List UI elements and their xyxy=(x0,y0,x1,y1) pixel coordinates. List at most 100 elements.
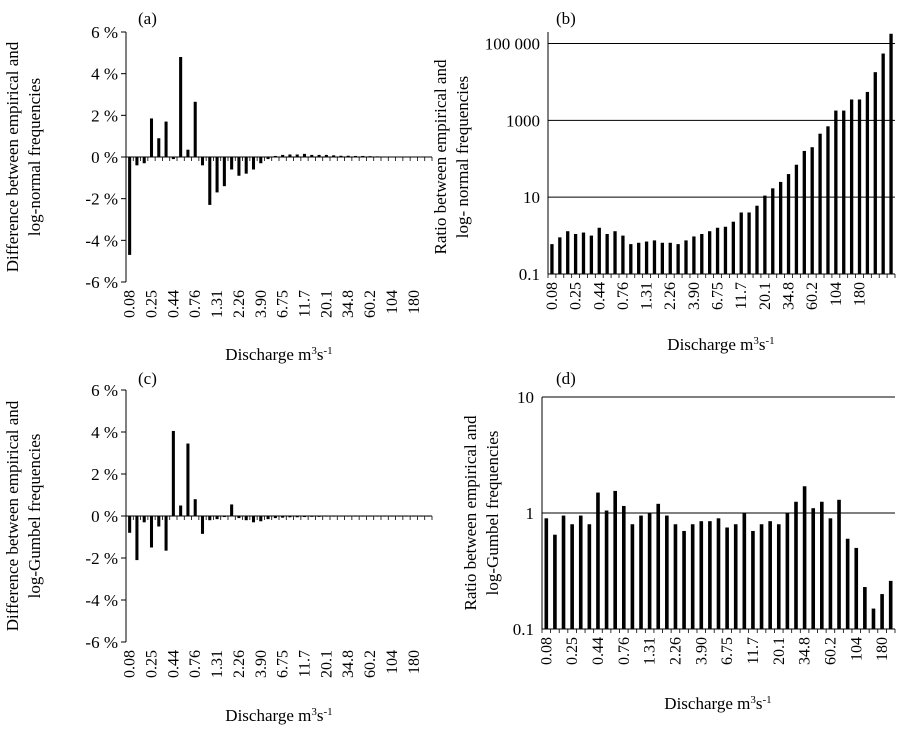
bar xyxy=(811,508,816,629)
bar xyxy=(237,516,241,519)
y-tick-label: 4 % xyxy=(91,423,118,442)
bar xyxy=(222,157,226,187)
bar xyxy=(660,242,665,274)
bar xyxy=(676,244,680,274)
y-tick-label: 6 % xyxy=(91,381,118,400)
bar xyxy=(346,155,350,157)
bar xyxy=(759,524,764,629)
x-tick-label: 60.2 xyxy=(362,290,379,318)
bar xyxy=(684,240,688,274)
y-axis-label: Ratio between empirical and xyxy=(431,59,450,254)
bar xyxy=(128,157,132,255)
y-tick-label: -6 % xyxy=(85,273,118,292)
bar xyxy=(259,157,263,164)
bar xyxy=(810,147,814,274)
bar xyxy=(288,516,292,518)
bar xyxy=(818,133,822,274)
x-tick-label: 0.08 xyxy=(122,290,139,318)
x-tick-label: 11.7 xyxy=(745,637,762,664)
bar xyxy=(747,212,751,274)
x-tick-label: 0.76 xyxy=(187,290,204,318)
bar xyxy=(302,153,307,157)
bar xyxy=(566,231,570,274)
x-tick-label: 0.08 xyxy=(544,282,561,310)
bar xyxy=(652,240,657,274)
bar xyxy=(570,524,574,629)
bar xyxy=(142,516,146,523)
panel-label: (d) xyxy=(556,369,576,388)
bar xyxy=(708,521,712,629)
bar xyxy=(699,521,704,629)
bar xyxy=(751,530,755,629)
y-tick-label: 0 % xyxy=(91,148,118,167)
bar xyxy=(164,121,168,157)
panel-a: (a) -6 % -4 % -2 % 0 % 2 % 4 % 6 % 0.08 0.25 0.44 0… xyxy=(3,9,433,364)
bar xyxy=(295,154,299,157)
x-tick-label: 20.1 xyxy=(771,637,788,665)
x-tick-label: 6.75 xyxy=(719,637,736,665)
x-tick-label: 0.25 xyxy=(568,282,585,310)
x-tick-label: 0.44 xyxy=(590,637,607,665)
bar xyxy=(266,516,270,520)
bar xyxy=(845,538,850,629)
bar xyxy=(375,156,379,157)
bar xyxy=(644,241,649,274)
bar xyxy=(266,157,270,160)
y-axis-label: log-Gumbel frequencies xyxy=(25,434,44,599)
bar xyxy=(404,156,409,158)
bar xyxy=(865,91,870,275)
y-axis-label: log-normal frequencies xyxy=(25,78,44,236)
bar xyxy=(200,157,205,166)
y-tick-label: 10 xyxy=(517,388,534,407)
x-tick-label: 0.76 xyxy=(616,637,633,665)
bar xyxy=(639,515,643,629)
x-tick-label: 2.26 xyxy=(231,290,248,318)
bar xyxy=(731,221,735,274)
x-tick-label: 11.7 xyxy=(297,650,314,677)
bar xyxy=(690,524,695,629)
bar xyxy=(794,164,799,274)
x-tick-label: 180 xyxy=(874,637,891,661)
y-axis-label: Difference between empirical and xyxy=(3,41,22,272)
bar xyxy=(668,242,672,274)
bar xyxy=(613,490,617,629)
y-axis-label: log- normal frequencies xyxy=(453,76,472,238)
bar xyxy=(368,156,372,157)
x-tick-label: 60.2 xyxy=(822,637,839,665)
bar xyxy=(390,516,394,517)
y-tick-label: 0.1 xyxy=(519,265,540,284)
bar xyxy=(259,516,263,522)
y-tick-label: -2 % xyxy=(85,190,118,209)
x-tick-label: 34.8 xyxy=(340,650,357,678)
bar xyxy=(716,518,721,629)
x-tick-label: 180 xyxy=(406,290,423,314)
bar xyxy=(589,235,594,274)
bar xyxy=(412,516,416,517)
bar xyxy=(596,492,600,629)
bar xyxy=(550,244,554,274)
bar xyxy=(771,188,775,274)
bar xyxy=(310,154,314,157)
bar xyxy=(397,516,401,517)
x-tick-label: 1.31 xyxy=(642,637,659,665)
bar xyxy=(605,234,609,274)
bar xyxy=(863,587,867,629)
x-tick-label: 11.7 xyxy=(733,282,750,309)
x-tick-label: 3.90 xyxy=(693,637,710,665)
x-tick-label: 0.44 xyxy=(591,282,608,310)
bar xyxy=(208,516,212,521)
bar xyxy=(889,33,893,274)
bar xyxy=(135,157,139,166)
bar xyxy=(193,101,197,157)
bar xyxy=(871,608,876,629)
bar xyxy=(310,516,314,517)
bar xyxy=(682,530,686,629)
bar xyxy=(561,515,566,629)
bar xyxy=(708,231,712,274)
bar xyxy=(880,594,884,629)
panel-label: (b) xyxy=(556,9,576,28)
bar xyxy=(630,524,635,629)
bar xyxy=(361,516,365,517)
x-tick-label: 20.1 xyxy=(318,290,335,318)
